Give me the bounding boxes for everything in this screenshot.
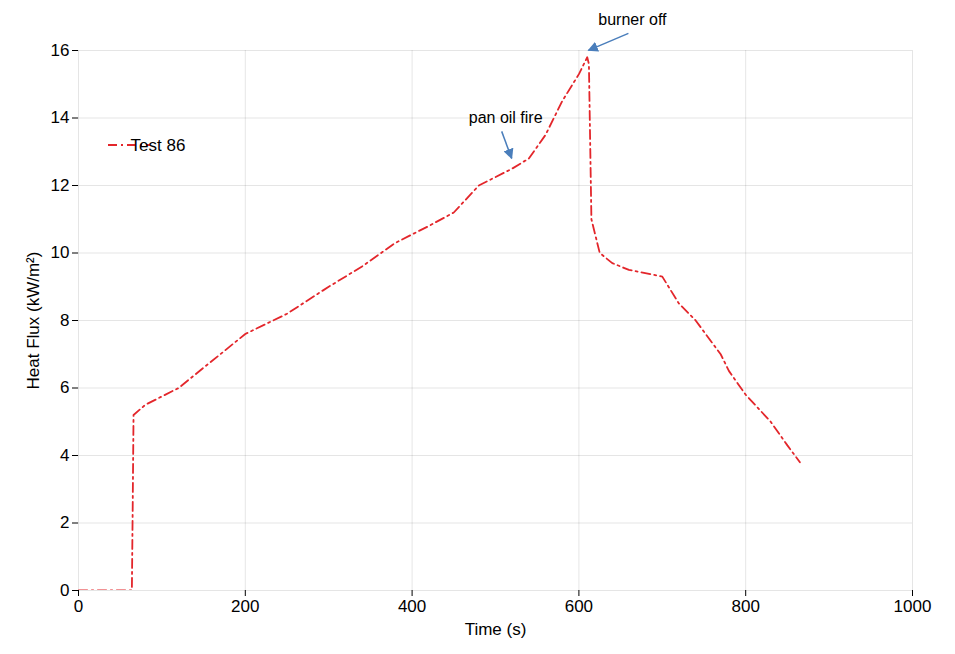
svg-text:pan oil fire: pan oil fire — [469, 109, 543, 126]
svg-text:burner off: burner off — [598, 11, 667, 28]
svg-text:8: 8 — [60, 311, 69, 330]
svg-text:0: 0 — [60, 581, 69, 600]
svg-text:14: 14 — [51, 108, 70, 127]
svg-text:0: 0 — [74, 597, 83, 616]
svg-text:1000: 1000 — [894, 597, 932, 616]
svg-text:Test 86: Test 86 — [131, 136, 186, 155]
svg-text:6: 6 — [60, 378, 69, 397]
svg-text:Time (s): Time (s) — [465, 620, 527, 639]
svg-text:600: 600 — [565, 597, 593, 616]
svg-text:16: 16 — [51, 41, 70, 60]
svg-text:800: 800 — [732, 597, 760, 616]
svg-text:400: 400 — [398, 597, 426, 616]
svg-text:Heat Flux (kW/m²): Heat Flux (kW/m²) — [24, 252, 43, 390]
svg-text:200: 200 — [231, 597, 259, 616]
svg-text:12: 12 — [51, 176, 70, 195]
svg-text:10: 10 — [51, 243, 70, 262]
svg-text:2: 2 — [60, 513, 69, 532]
svg-text:4: 4 — [60, 446, 69, 465]
